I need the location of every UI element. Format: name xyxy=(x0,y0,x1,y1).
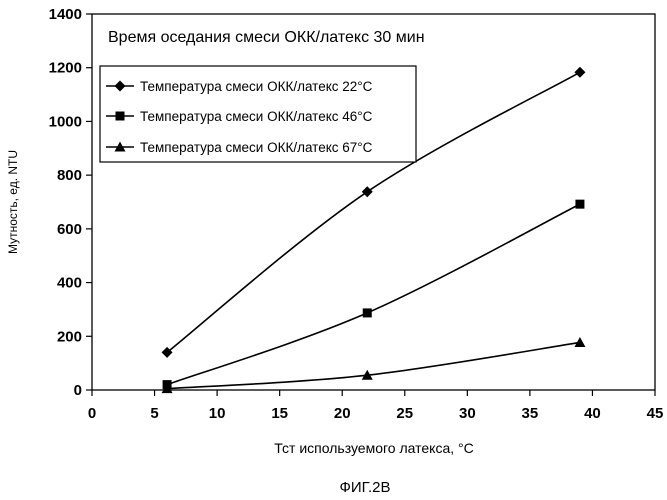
series-3-point-3 xyxy=(574,337,585,347)
x-tick-label-4: 20 xyxy=(334,405,351,422)
y-tick-label-4: 800 xyxy=(57,167,82,184)
y-tick-label-7: 1400 xyxy=(49,6,82,23)
series-1-point-3 xyxy=(574,67,585,78)
x-tick-label-9: 45 xyxy=(647,405,664,422)
legend-label-2: Температура смеси ОКК/латекс 46°С xyxy=(140,109,373,124)
series-2-point-2 xyxy=(363,308,372,317)
legend-label-1: Температура смеси ОКК/латекс 22°С xyxy=(140,79,373,94)
figure-caption: ФИГ.2В xyxy=(340,479,391,496)
legend-marker-2 xyxy=(116,112,125,121)
x-tick-label-5: 25 xyxy=(396,405,413,422)
legend-label-3: Температура смеси ОКК/латекс 67°С xyxy=(140,140,373,155)
series-2-point-3 xyxy=(575,200,584,209)
series-2 xyxy=(163,200,585,389)
series-2-line xyxy=(167,204,580,384)
y-tick-label-3: 600 xyxy=(57,221,82,238)
x-tick-label-8: 40 xyxy=(584,405,601,422)
x-axis: 0 5 10 15 20 25 30 35 40 45 xyxy=(88,390,664,422)
x-axis-label: Тст используемого латекса, °С xyxy=(274,440,473,456)
x-tick-label-2: 10 xyxy=(209,405,226,422)
legend: Температура смеси ОКК/латекс 22°С Темпера… xyxy=(100,66,416,162)
x-tick-label-0: 0 xyxy=(88,405,96,422)
x-tick-label-3: 15 xyxy=(271,405,288,422)
y-tick-label-2: 400 xyxy=(57,275,82,292)
series-3-line xyxy=(167,342,580,388)
y-tick-label-5: 1000 xyxy=(49,113,82,130)
y-tick-label-0: 0 xyxy=(74,382,82,399)
chart-title: Время оседания смеси ОКК/латекс 30 мин xyxy=(108,29,425,46)
y-tick-label-1: 200 xyxy=(57,328,82,345)
series-1-point-2 xyxy=(362,186,373,197)
y-tick-label-6: 1200 xyxy=(49,60,82,77)
x-tick-label-1: 5 xyxy=(150,405,158,422)
x-tick-label-7: 35 xyxy=(522,405,539,422)
y-axis-label: Мутность, ед. NTU xyxy=(6,150,20,254)
x-tick-label-6: 30 xyxy=(459,405,476,422)
y-axis: 0 200 400 600 800 1000 1200 1400 xyxy=(49,6,92,399)
